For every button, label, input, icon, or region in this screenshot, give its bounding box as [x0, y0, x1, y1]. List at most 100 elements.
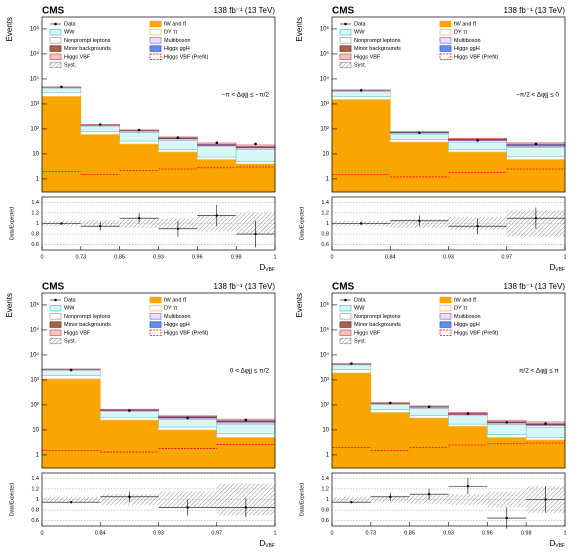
- experiment: CMS: [42, 282, 65, 293]
- x-axis-label: DVBF: [549, 263, 565, 273]
- legend-label: tW and tt̄: [164, 297, 186, 304]
- y-tick-label: 10³: [30, 378, 39, 384]
- plot-frame: [331, 292, 566, 469]
- x-tick-label: 0.93: [153, 530, 164, 536]
- x-axis-label-main: D: [549, 263, 555, 272]
- y-tick-label: 10: [322, 428, 329, 434]
- lumi: 138 fb⁻¹ (13 TeV): [504, 6, 566, 15]
- legend-label: Higgs VBF (Prefit): [454, 54, 498, 60]
- data-point: [176, 136, 180, 139]
- y-tick-label: 10: [32, 152, 39, 158]
- ratio-tick-label: 1: [36, 497, 39, 503]
- ratio-point: [128, 495, 131, 499]
- y-tick-label: 1: [326, 453, 330, 459]
- x-tick-label: 0.98: [521, 530, 532, 536]
- ratio-point: [186, 506, 189, 509]
- legend-label: tW and tt̄: [164, 21, 186, 28]
- legend-label: Higgs VBF (Prefit): [164, 54, 208, 60]
- legend-swatch: [439, 37, 452, 44]
- legend-label: Nonprompt leptons: [64, 314, 111, 320]
- legend-swatch: [339, 304, 352, 312]
- stack-bar: [119, 140, 159, 145]
- legend-label: DY ττ: [164, 306, 178, 312]
- stack-bar: [331, 90, 391, 97]
- legend-label: Higgs ggH: [164, 322, 190, 328]
- ratio-axis-label: Data/Expected: [299, 207, 305, 240]
- experiment: CMS: [42, 6, 65, 17]
- legend-swatch: [439, 313, 452, 320]
- x-tick-label: 0.85: [404, 530, 415, 536]
- y-tick-label: 10⁵: [30, 327, 40, 334]
- ratio-axis-label: Data/Expected: [299, 483, 305, 516]
- stack-bar: [216, 433, 276, 438]
- lumi: 138 fb⁻¹ (13 TeV): [214, 6, 276, 15]
- stack-bar: [158, 151, 198, 193]
- ratio-point: [544, 498, 547, 501]
- y-tick-label: 1: [36, 453, 40, 459]
- x-tick-label: 0.84: [95, 530, 106, 536]
- legend-swatch: [149, 321, 162, 328]
- y-tick-label: 10⁵: [30, 51, 40, 58]
- ratio-tick-label: 1: [326, 221, 329, 227]
- legend-swatch: [344, 22, 347, 26]
- legend-label: Multiboson: [454, 38, 481, 44]
- legend-swatch: [339, 37, 352, 44]
- annotation: −π < Δφjj ≤ −π/2: [221, 92, 269, 99]
- legend-label: Higgs ggH: [164, 46, 190, 52]
- legend-swatch: [339, 337, 352, 345]
- ratio-tick-label: 1.4: [31, 476, 39, 482]
- ratio-tick-label: 1.4: [321, 476, 329, 482]
- stack-bar: [331, 96, 391, 100]
- x-axis-label: DVBF: [259, 539, 275, 549]
- legend-label: Higgs VBF (Prefit): [164, 330, 208, 336]
- legend-swatch: [49, 37, 62, 44]
- x-tick-label: 0: [40, 530, 43, 536]
- ratio-tick-label: 0.8: [31, 232, 39, 238]
- stack-bar: [119, 143, 159, 193]
- stack-bar: [409, 408, 449, 416]
- legend-label: Data: [354, 297, 367, 303]
- x-tick-label: 0.85: [114, 254, 125, 260]
- ratio-point: [254, 232, 257, 236]
- stack-bar: [331, 99, 391, 193]
- x-tick-label: 0.96: [192, 254, 203, 260]
- data-point: [427, 405, 431, 408]
- legend-label: Nonprompt leptons: [64, 38, 111, 44]
- stack-bar: [525, 426, 566, 438]
- y-tick-label: 10⁶: [320, 302, 330, 309]
- legend-swatch: [149, 20, 162, 28]
- data-point: [388, 401, 392, 405]
- data-point: [418, 131, 421, 135]
- ratio-tick-label: 0.6: [321, 518, 329, 524]
- stack-bar: [99, 419, 159, 469]
- ratio-axis-label: Data/Expected: [9, 207, 15, 240]
- plot-frame: [41, 16, 276, 193]
- x-tick-label: 0.73: [365, 530, 376, 536]
- ratio-tick-label: 1.2: [321, 210, 329, 216]
- ratio-axis-label: Data/Expected: [9, 483, 15, 516]
- x-tick-label: 0.98: [231, 254, 242, 260]
- stack-bar: [235, 163, 276, 193]
- stack-bar: [409, 417, 449, 469]
- data-point: [254, 142, 257, 146]
- stack-bar: [506, 159, 566, 193]
- ratio-point: [215, 214, 218, 217]
- annotation: −π/2 < Δφjj ≤ 0: [516, 92, 559, 99]
- legend-swatch: [439, 45, 452, 52]
- stack-bar: [370, 412, 410, 469]
- legend-label: DY ττ: [454, 30, 468, 36]
- stack-bar: [331, 364, 372, 370]
- legend-swatch: [439, 329, 452, 336]
- ratio-tick-label: 0.8: [321, 232, 329, 238]
- legend-swatch: [49, 313, 62, 320]
- stack-bar: [80, 125, 120, 132]
- panel: 1 10 10² 10³ 10⁴ 10⁵ 10⁶ 0.6 0.8 1 1.2 1.4 0 0.84 0.93…: [5, 282, 276, 550]
- legend-label: Data: [354, 21, 367, 27]
- y-tick-label: 10²: [320, 127, 329, 133]
- stack-bar: [448, 149, 508, 153]
- ratio-tick-label: 0.6: [31, 242, 39, 248]
- legend-label: Data: [64, 21, 77, 27]
- x-axis-label-main: D: [549, 539, 555, 548]
- legend-swatch: [339, 329, 352, 336]
- stack-bar: [506, 147, 566, 157]
